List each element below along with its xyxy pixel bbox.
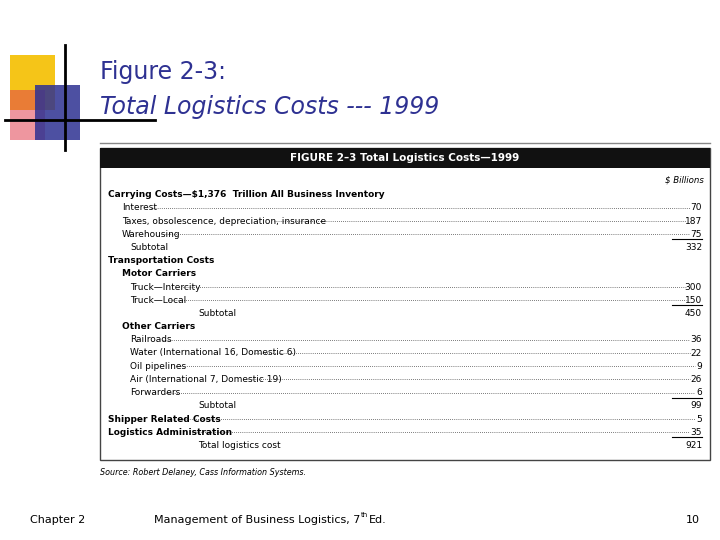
Text: 70: 70 xyxy=(690,203,702,212)
Text: Total logistics cost: Total logistics cost xyxy=(198,441,281,450)
Text: 6: 6 xyxy=(696,388,702,397)
Bar xyxy=(10,90,45,140)
Text: 187: 187 xyxy=(685,217,702,226)
Text: 9: 9 xyxy=(696,362,702,370)
Text: Oil pipelines: Oil pipelines xyxy=(130,362,186,370)
Bar xyxy=(10,55,55,110)
Text: Ed.: Ed. xyxy=(369,515,387,525)
Text: Transportation Costs: Transportation Costs xyxy=(108,256,215,265)
Text: 99: 99 xyxy=(690,401,702,410)
Bar xyxy=(35,85,80,140)
Text: Motor Carriers: Motor Carriers xyxy=(122,269,196,278)
Text: 450: 450 xyxy=(685,309,702,318)
Text: Forwarders: Forwarders xyxy=(130,388,180,397)
Text: 36: 36 xyxy=(690,335,702,345)
Text: Logistics Administration: Logistics Administration xyxy=(108,428,232,437)
Text: 5: 5 xyxy=(696,415,702,423)
Text: Subtotal: Subtotal xyxy=(130,243,168,252)
Text: 22: 22 xyxy=(690,348,702,357)
Text: 332: 332 xyxy=(685,243,702,252)
Text: Air (International 7, Domestic 19): Air (International 7, Domestic 19) xyxy=(130,375,282,384)
Text: Interest: Interest xyxy=(122,203,157,212)
Bar xyxy=(100,148,710,460)
Text: Figure 2-3:: Figure 2-3: xyxy=(100,60,226,84)
Text: 300: 300 xyxy=(685,282,702,292)
Text: Carrying Costs—$1,376  Trillion All Business Inventory: Carrying Costs—$1,376 Trillion All Busin… xyxy=(108,190,384,199)
Text: Water (International 16, Domestic 6): Water (International 16, Domestic 6) xyxy=(130,348,296,357)
Text: 26: 26 xyxy=(690,375,702,384)
Text: 75: 75 xyxy=(690,230,702,239)
Text: Railroads: Railroads xyxy=(130,335,171,345)
Text: Truck—Intercity: Truck—Intercity xyxy=(130,282,200,292)
Text: Source: Robert Delaney, Cass Information Systems.: Source: Robert Delaney, Cass Information… xyxy=(100,468,306,477)
Text: Taxes, obsolescence, depreciation, insurance: Taxes, obsolescence, depreciation, insur… xyxy=(122,217,326,226)
Text: Management of Business Logistics, 7: Management of Business Logistics, 7 xyxy=(153,515,360,525)
Bar xyxy=(100,148,710,168)
Text: 10: 10 xyxy=(686,515,700,525)
Text: 150: 150 xyxy=(685,296,702,305)
Text: Subtotal: Subtotal xyxy=(198,401,236,410)
Text: Total Logistics Costs --- 1999: Total Logistics Costs --- 1999 xyxy=(100,95,439,119)
Text: Shipper Related Costs: Shipper Related Costs xyxy=(108,415,221,423)
Text: Warehousing: Warehousing xyxy=(122,230,181,239)
Text: th: th xyxy=(361,512,368,518)
Text: Subtotal: Subtotal xyxy=(198,309,236,318)
Text: $ Billions: $ Billions xyxy=(665,176,704,185)
Text: FIGURE 2–3 Total Logistics Costs—1999: FIGURE 2–3 Total Logistics Costs—1999 xyxy=(290,153,520,163)
Text: Truck—Local: Truck—Local xyxy=(130,296,186,305)
Text: 35: 35 xyxy=(690,428,702,437)
Text: Other Carriers: Other Carriers xyxy=(122,322,195,331)
Text: 921: 921 xyxy=(685,441,702,450)
Text: Chapter 2: Chapter 2 xyxy=(30,515,85,525)
